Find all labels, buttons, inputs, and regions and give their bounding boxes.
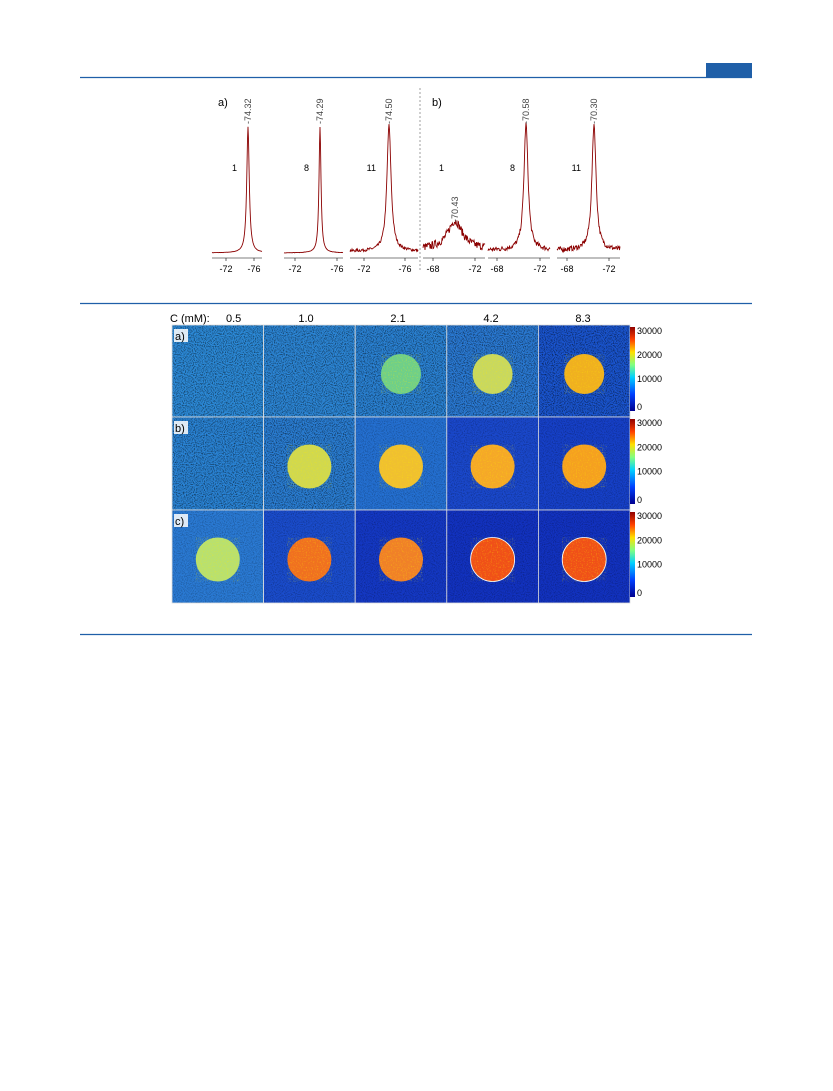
colorbar-tick: 30000 <box>637 418 662 428</box>
phantom-noise <box>470 537 515 582</box>
colorbar <box>630 327 635 411</box>
compound-label: 11 <box>572 163 581 173</box>
spectrum <box>211 126 263 254</box>
compound-label: 1 <box>439 163 444 173</box>
colorbar-tick: 20000 <box>637 535 662 545</box>
tick-label: -76 <box>330 264 343 274</box>
peak-label: -74.29 <box>315 98 325 124</box>
panel-label: b) <box>432 97 442 109</box>
panel-label: a) <box>218 97 228 109</box>
row-label: b) <box>175 423 185 435</box>
spectrum <box>556 124 621 254</box>
figure-2: C (mM): 0.5 1.0 2.1 4.2 8.3 a) 30000 20000 10000 0… <box>170 313 662 604</box>
tick-label: -68 <box>426 264 439 274</box>
concentration: 8.3 <box>575 313 590 325</box>
colorbar-tick: 20000 <box>637 350 662 360</box>
colorbar-tick: 30000 <box>637 511 662 521</box>
phantom-noise <box>381 354 421 394</box>
figure-1: a) -72 -76 1 -74.32 -72 -76 8 -74.29 -72 -76 11 -74.… <box>211 97 621 274</box>
phantom-noise <box>562 444 607 489</box>
concentration: 1.0 <box>298 313 313 325</box>
colorbar-tick: 10000 <box>637 467 662 477</box>
phantom-noise <box>564 354 605 394</box>
tick-label: -72 <box>357 264 370 274</box>
header-tab <box>706 63 752 77</box>
peak-label: -74.50 <box>384 98 394 124</box>
phantom-noise <box>287 537 332 582</box>
tick-label: -72 <box>468 264 481 274</box>
tick-label: -72 <box>288 264 301 274</box>
spectrum <box>487 122 551 253</box>
colorbar <box>630 512 635 597</box>
colorbar-tick: 0 <box>637 495 642 505</box>
colorbar-tick: 10000 <box>637 374 662 384</box>
colorbar-tick: 10000 <box>637 560 662 570</box>
row-label-box <box>174 514 188 527</box>
peak-label: -74.32 <box>243 98 253 124</box>
phantom-noise <box>562 537 607 582</box>
row-label-box <box>174 421 188 434</box>
image-noise <box>263 325 356 417</box>
concentration: 2.1 <box>390 313 405 325</box>
phantom-noise <box>470 444 515 489</box>
spectrum <box>422 220 486 251</box>
compound-label: 11 <box>367 163 376 173</box>
colorbar-tick: 0 <box>637 588 642 598</box>
row-label-box <box>174 329 188 342</box>
compound-label: 8 <box>510 163 515 173</box>
concentration: 4.2 <box>483 313 498 325</box>
phantom-noise <box>472 354 513 394</box>
peak-label: -70.30 <box>589 98 599 124</box>
tick-label: -76 <box>398 264 411 274</box>
colorbar-tick: 30000 <box>637 326 662 336</box>
tick-label: -76 <box>247 264 260 274</box>
tick-label: -72 <box>602 264 615 274</box>
row-label: a) <box>175 331 185 343</box>
spectrum <box>283 126 344 254</box>
tick-label: -72 <box>219 264 232 274</box>
compound-label: 1 <box>232 163 237 173</box>
compound-label: 8 <box>304 163 309 173</box>
tick-label: -72 <box>533 264 546 274</box>
phantom-noise <box>379 537 423 582</box>
colorbar <box>630 419 635 504</box>
phantom-noise <box>195 537 240 582</box>
tick-label: -68 <box>560 264 573 274</box>
colorbar-tick: 0 <box>637 402 642 412</box>
concentration-label: C (mM): <box>170 313 210 325</box>
concentration: 0.5 <box>226 313 241 325</box>
phantom-noise <box>379 444 423 489</box>
peak-label: -70.58 <box>521 98 531 124</box>
spectrum <box>349 124 419 253</box>
peak-label: -70.43 <box>450 196 460 222</box>
tick-label: -68 <box>490 264 503 274</box>
colorbar-tick: 20000 <box>637 442 662 452</box>
row-label: c) <box>175 516 184 528</box>
phantom-noise <box>287 444 332 489</box>
